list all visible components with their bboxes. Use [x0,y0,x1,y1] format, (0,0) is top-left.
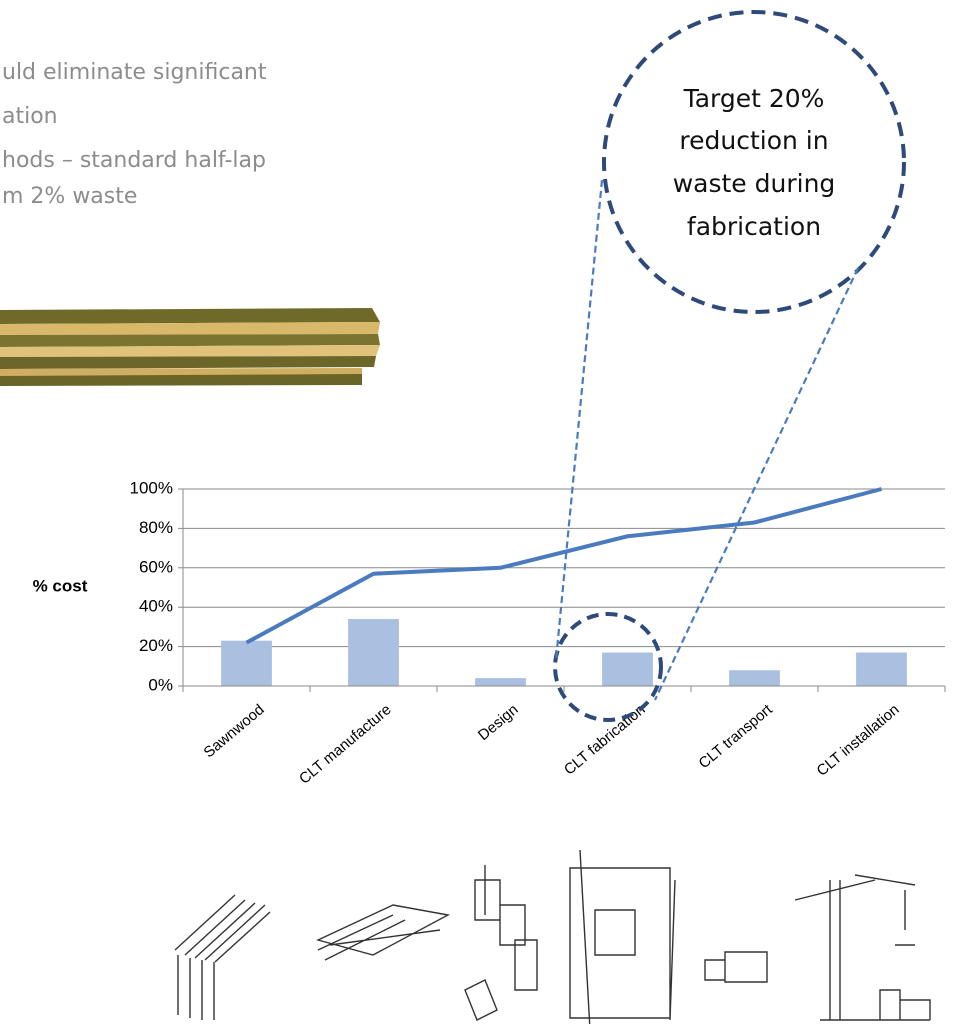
y-tick-label: 60% [139,557,173,576]
bullet-line: hods – standard half-lap [2,148,266,173]
callout-text: fabrication [687,212,821,241]
bar [348,619,399,686]
y-tick-label: 20% [139,636,173,655]
callout-connector [554,179,604,661]
bar [856,652,907,686]
callout-connector [654,267,859,701]
x-tick-label: CLT transport [695,701,776,773]
bullet-line: ation [2,104,58,129]
chart: % cost 0% 20% 40% 60% 80% 100% Sawnwood CLT man… [33,478,946,788]
bullet-text: uld eliminate significant ation hods – s… [2,60,267,209]
bullet-line: m 2% waste [2,184,137,209]
bar [602,652,653,686]
bar [221,640,272,686]
line [245,487,883,645]
x-tick-label: Design [475,701,522,744]
callout-text: Target 20% [683,84,825,113]
bullet-line: uld eliminate significant [2,60,267,85]
y-tick-label: 100% [130,478,173,497]
clt-panel-image [0,308,380,386]
y-tick-label: 40% [139,597,173,616]
callout: Target 20% reduction in waste during fab… [553,10,906,722]
callout-text: reduction in [679,126,828,155]
x-tick-label: Sawnwood [200,701,267,761]
bar [729,670,780,686]
bar [475,678,526,686]
y-tick-label: 0% [148,675,173,694]
x-tick-label: CLT manufacture [296,701,395,788]
y-tick-label: 80% [139,518,173,537]
callout-circle [602,10,906,314]
y-axis-label: % cost [33,576,88,595]
process-sketches [174,849,931,1024]
highlight-circle [553,612,663,722]
x-tick-label: CLT installation [814,701,903,780]
x-tick-label: CLT fabrication [561,701,649,779]
callout-text: waste during [673,169,836,198]
